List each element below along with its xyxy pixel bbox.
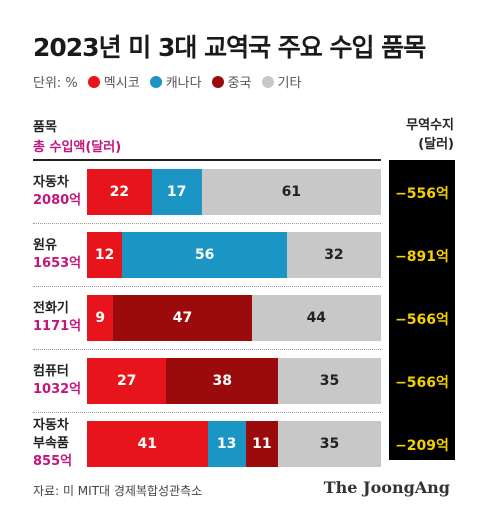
bar-segment-other: 44 [251,294,381,341]
trade-balance-value: −556억 [395,185,449,202]
brand-logo: The JoongAng [323,478,450,497]
stacked-bar: 9 47 44 [87,294,381,341]
legend-swatch-canada [149,75,162,88]
data-label: 32 [324,246,344,263]
total-import-label: 1653억 [33,255,82,271]
total-import-label: 2080억 [33,192,82,208]
data-label: 12 [94,246,115,263]
category-label: 자동차 [33,174,69,190]
data-label: 44 [306,309,327,326]
bar-segment-mexico: 12 [87,231,123,278]
legend-label-canada: 캐나다 [165,76,202,91]
row-separator [33,412,381,413]
data-label: 22 [109,183,130,200]
total-import-label: 855억 [33,453,73,469]
row-separator [33,223,381,224]
trade-balance-value: −891억 [395,248,449,265]
category-label: 자동차 [33,417,69,433]
bar-segment-other: 35 [278,357,381,404]
trade-balance-value: −566억 [395,374,449,391]
source-note: 자료: 미 MIT대 경제복합성관측소 [33,484,203,498]
category-label: 컴퓨터 [33,363,69,379]
bar-segment-canada: 13 [207,420,246,467]
data-label: 47 [172,309,193,326]
legend-item-china: 중국 [211,72,252,91]
stacked-bar: 27 38 35 [87,357,381,404]
column-header-total: 총 수입액(달러) [33,140,122,155]
bar-segment-other: 35 [278,420,381,467]
legend-label-mexico: 멕시코 [103,76,140,91]
data-label: 13 [216,435,237,452]
total-import-label: 1032억 [33,381,82,397]
legend-item-canada: 캐나다 [149,72,202,91]
data-label: 35 [319,372,340,389]
legend-swatch-china [211,75,224,88]
bar-segment-other: 32 [286,231,381,278]
legend-swatch-other [261,75,274,88]
data-label: 11 [252,435,272,452]
data-label: 41 [137,435,157,452]
data-label: 56 [194,246,215,263]
bar-segment-mexico: 41 [87,420,208,467]
trade-balance-column [389,160,455,460]
chart-title: 2023년 미 3대 교역국 주요 수입 품목 [33,33,426,62]
bar-segment-canada: 56 [122,231,287,278]
bar-segment-china: 47 [113,294,252,341]
bar-segment-canada: 17 [151,168,202,215]
data-label: 61 [281,183,302,200]
column-header-trade-balance: 무역수지 (달러) [384,116,454,154]
stacked-bar: 41 13 11 35 [87,420,381,467]
bar-segment-mexico: 9 [87,294,114,341]
row-label: 원유 1653억 [33,237,81,273]
row-separator [33,349,381,350]
unit-label: 단위: % [33,76,78,91]
bar-segment-mexico: 27 [87,357,167,404]
data-label: 27 [116,372,137,389]
row-label: 전화기 1171억 [33,300,81,336]
category-label: 전화기 [33,300,69,316]
legend: 단위: % 멕시코 캐나다 중국 기타 [33,72,311,91]
bar-segment-other: 61 [201,168,381,215]
row-label: 컴퓨터 1032억 [33,363,81,399]
trade-balance-value: −566억 [395,311,449,328]
legend-swatch-mexico [87,75,100,88]
data-label: 35 [319,435,340,452]
data-label: 17 [166,183,187,200]
legend-item-mexico: 멕시코 [87,72,140,91]
category-label: 원유 [33,237,57,253]
column-header-item: 품목 [33,120,57,135]
stacked-bar: 12 56 32 [87,231,381,278]
legend-label-china: 중국 [227,76,252,91]
bar-segment-mexico: 22 [87,168,152,215]
data-label: 38 [212,372,232,389]
legend-item-other: 기타 [261,72,302,91]
trade-balance-value: −209억 [395,437,449,454]
total-import-label: 1171억 [33,318,82,334]
category-label: 부속품 [33,435,69,451]
data-label: 9 [95,309,106,326]
trade-header-line1: 무역수지 [406,118,454,133]
legend-label-other: 기타 [277,76,302,91]
row-label: 자동차 2080억 [33,174,81,210]
stacked-bar: 22 17 61 [87,168,381,215]
row-separator [33,286,381,287]
header-rule [33,159,381,161]
trade-header-line2: (달러) [418,137,454,152]
bar-segment-china: 38 [166,357,279,404]
bar-segment-china: 11 [245,420,279,467]
